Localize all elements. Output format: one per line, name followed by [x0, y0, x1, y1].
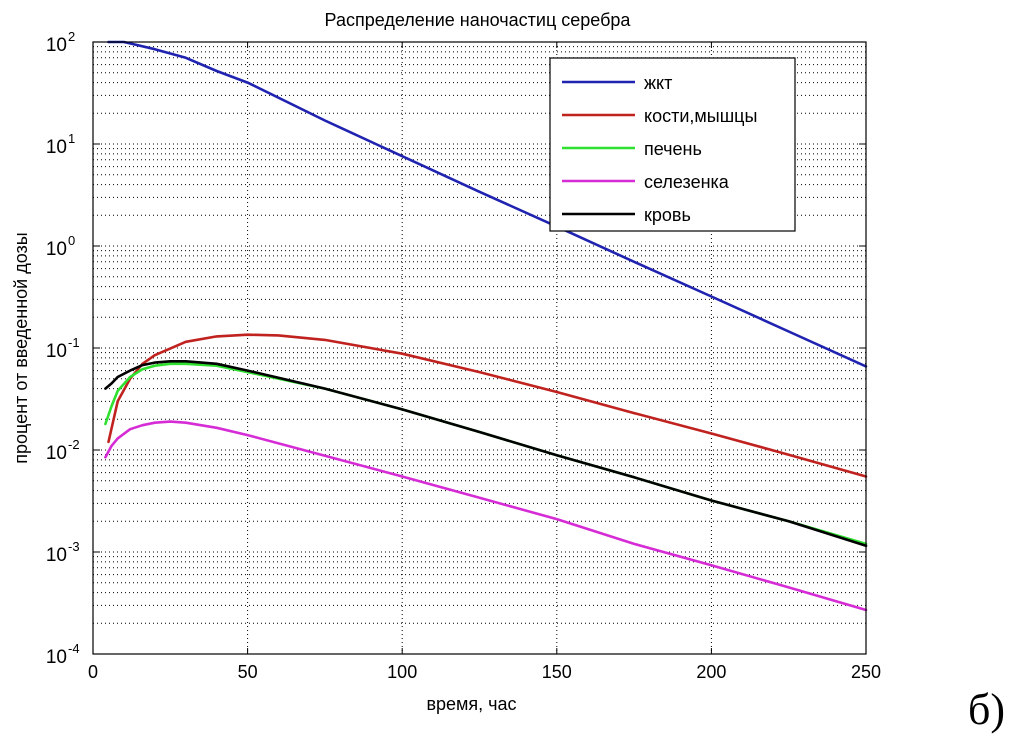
- panel-label: б): [968, 685, 1006, 734]
- grid: [93, 42, 866, 654]
- y-tick-label: 10: [46, 239, 67, 260]
- x-tick-label: 100: [387, 662, 417, 682]
- x-tick-label: 0: [88, 662, 98, 682]
- y-tick-exponent: 1: [68, 131, 75, 146]
- legend-label-3: селезенка: [644, 172, 730, 192]
- y-tick-exponent: -4: [68, 641, 80, 656]
- series-lines: [104, 40, 868, 612]
- legend-label-4: кровь: [644, 205, 691, 225]
- y-tick-exponent: -3: [68, 539, 80, 554]
- y-tick-label: 10: [46, 545, 67, 566]
- y-tick-exponent: -2: [68, 437, 80, 452]
- y-tick-label: 10: [46, 341, 67, 362]
- y-tick-exponent: 2: [68, 29, 75, 44]
- x-tick-label: 150: [542, 662, 572, 682]
- legend: жкт кости,мышцы печень селезенка кровь: [549, 57, 796, 232]
- legend-label-2: печень: [644, 139, 702, 159]
- tick-marks: [92, 41, 867, 655]
- x-axis-label: время, час: [426, 694, 516, 714]
- y-tick-exponent: -1: [68, 335, 80, 350]
- y-tick-label: 10: [46, 443, 67, 464]
- x-tick-label: 200: [696, 662, 726, 682]
- chart-title: Распределение наночастиц серебра: [325, 10, 632, 30]
- y-tick-label: 10: [46, 647, 67, 668]
- series-line-3: [104, 420, 868, 612]
- series-line-0: [107, 40, 868, 368]
- y-tick-label: 10: [46, 35, 67, 56]
- legend-label-1: кости,мышцы: [644, 106, 757, 126]
- y-tick-exponent: 0: [68, 233, 75, 248]
- x-tick-label: 50: [238, 662, 258, 682]
- y-axis-label: процент от введенной дозы: [11, 232, 31, 463]
- x-tick-label: 250: [851, 662, 881, 682]
- series-line-1: [107, 333, 868, 478]
- legend-label-0: жкт: [644, 73, 672, 93]
- y-tick-label: 10: [46, 137, 67, 158]
- series-line-4: [104, 360, 868, 548]
- legend-box: [549, 57, 796, 232]
